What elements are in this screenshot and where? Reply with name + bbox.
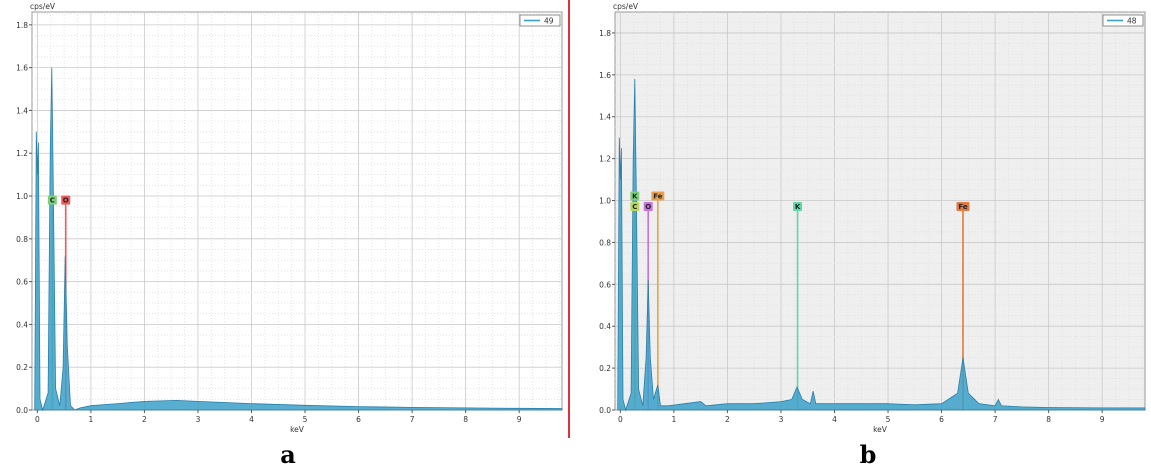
x-tick-label: 1 <box>88 415 93 424</box>
x-tick-label: 6 <box>939 415 944 424</box>
y-tick-label: 0.8 <box>16 235 28 244</box>
x-tick-label: 5 <box>886 415 891 424</box>
x-tick-label: 7 <box>410 415 415 424</box>
y-tick-label: 0.6 <box>599 280 611 289</box>
spectrum-chart-a: 0.0 0.2 0.4 0.6 0.8 1.0 1.2 1.4 1.6 1.8 0 1 2 3 4 5 6 7 8 9… <box>16 2 563 434</box>
spectrum-series <box>617 78 1146 412</box>
y-axis-label: cps/eV <box>30 2 56 11</box>
y-tick-label: 1.8 <box>599 29 611 38</box>
x-tick-label: 6 <box>356 415 361 424</box>
spectrum-series <box>34 67 563 412</box>
y-tick-label: 1.2 <box>16 149 28 158</box>
spectrum-chart-b: 0.0 0.2 0.4 0.6 0.8 1.0 1.2 1.4 1.6 1.8 0 1 2 3 4 5 6 7 8 9… <box>599 2 1146 434</box>
element-marker-box <box>61 195 71 205</box>
element-marker-label: Fe <box>958 203 967 211</box>
x-tick-label: 3 <box>196 415 201 424</box>
y-tick-label: 0.4 <box>16 320 28 329</box>
caption-a: a <box>280 440 296 469</box>
element-marker-box <box>793 202 803 211</box>
y-tick-label: 0.4 <box>599 322 611 331</box>
grid <box>32 12 562 410</box>
element-marker-label: K <box>795 203 801 211</box>
x-tick-label: 2 <box>725 415 730 424</box>
element-marker-box <box>643 202 653 211</box>
y-tick-label: 1.8 <box>16 21 28 30</box>
y-tick-label: 0.2 <box>599 364 611 373</box>
x-tick-label: 4 <box>832 415 837 424</box>
y-tick-label: 1.0 <box>599 197 611 206</box>
y-tick-label: 1.2 <box>599 155 611 164</box>
element-marker-box <box>630 202 640 211</box>
spectrum-panel-b: 0.0 0.2 0.4 0.6 0.8 1.0 1.2 1.4 1.6 1.8 0 1 2 3 4 5 6 7 8 9… <box>583 0 1151 440</box>
x-tick-label: 3 <box>779 415 784 424</box>
element-marker-box <box>630 191 640 201</box>
element-marker-label: O <box>63 197 69 205</box>
caption-b: b <box>859 440 877 469</box>
y-tick-label: 0.8 <box>599 238 611 247</box>
x-tick-label: 8 <box>1046 415 1051 424</box>
x-tick-label: 5 <box>303 415 308 424</box>
y-tick-label: 1.6 <box>16 64 28 73</box>
element-marker-label: C <box>632 203 637 211</box>
x-axis-label: keV <box>873 425 888 434</box>
y-tick-label: 1.4 <box>16 106 28 115</box>
x-tick-label: 4 <box>249 415 254 424</box>
x-tick-label: 8 <box>463 415 468 424</box>
x-tick-label: 9 <box>517 415 522 424</box>
element-marker-label: O <box>645 203 651 211</box>
y-tick-label: 1.0 <box>16 192 28 201</box>
y-tick-label: 1.4 <box>599 113 611 122</box>
x-tick-label: 2 <box>142 415 147 424</box>
x-tick-label: 1 <box>671 415 676 424</box>
plot-area <box>31 11 563 411</box>
x-tick-label: 7 <box>993 415 998 424</box>
y-axis-label: cps/eV <box>613 2 639 11</box>
element-marker-box <box>956 202 970 211</box>
element-marker-box <box>651 191 665 201</box>
x-tick-label: 9 <box>1100 415 1105 424</box>
y-tick-label: 1.6 <box>599 71 611 80</box>
panel-divider <box>568 0 570 438</box>
grid <box>615 12 1145 410</box>
y-tick-label: 0.6 <box>16 278 28 287</box>
y-tick-label: 0.0 <box>16 406 28 415</box>
x-tick-label: 0 <box>35 415 40 424</box>
element-marker-label: Fe <box>653 193 662 201</box>
x-tick-label: 0 <box>618 415 623 424</box>
y-tick-label: 0.0 <box>599 406 611 415</box>
legend-label: 49 <box>544 17 554 26</box>
element-marker-label: C <box>50 197 55 205</box>
element-marker-label: K <box>632 193 638 201</box>
x-axis-label: keV <box>290 425 305 434</box>
element-marker-box <box>47 195 57 205</box>
legend-label: 48 <box>1127 17 1137 26</box>
spectrum-panel-a: 0.0 0.2 0.4 0.6 0.8 1.0 1.2 1.4 1.6 1.8 0 1 2 3 4 5 6 7 8 9… <box>0 0 568 440</box>
y-tick-label: 0.2 <box>16 363 28 372</box>
